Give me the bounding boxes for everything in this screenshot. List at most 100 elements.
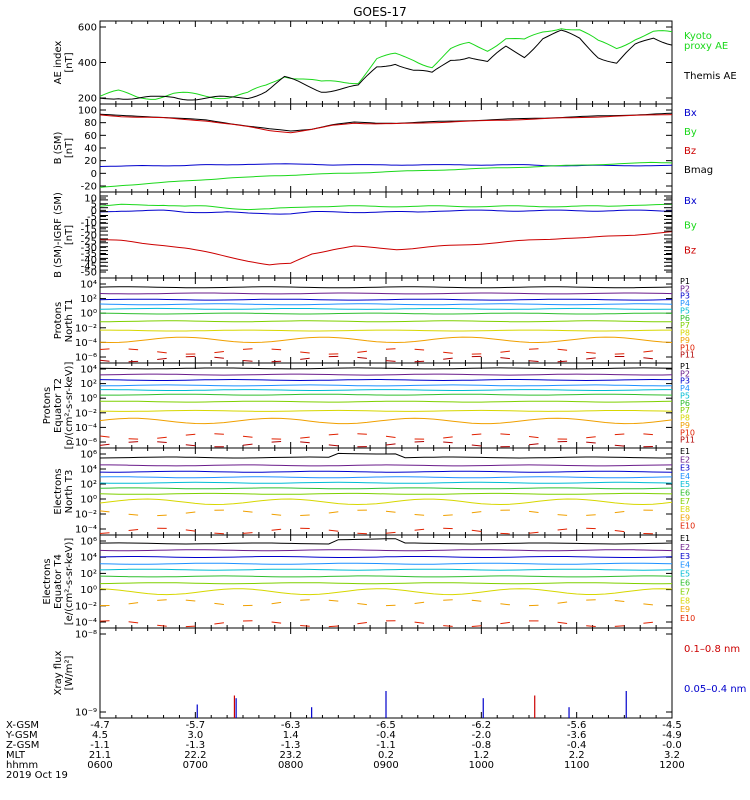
channel-label: E6 bbox=[680, 489, 690, 498]
channel-label: P9 bbox=[680, 336, 690, 345]
series-p4 bbox=[99, 303, 673, 306]
channel-label: P2 bbox=[680, 369, 690, 378]
channel-label: P9 bbox=[680, 421, 690, 430]
series-e9 bbox=[157, 599, 167, 601]
ephemeris-value: 22.2 bbox=[184, 750, 206, 761]
y-axis-label: North T3 bbox=[64, 470, 75, 514]
y-tick-label: -40 bbox=[81, 255, 97, 266]
series-p11 bbox=[99, 443, 110, 446]
series-e9 bbox=[357, 603, 367, 606]
y-tick-label: -45 bbox=[81, 261, 97, 272]
series-p10 bbox=[557, 348, 568, 351]
series-e9 bbox=[414, 514, 425, 516]
series-e9 bbox=[443, 514, 453, 516]
series-e6 bbox=[99, 575, 673, 578]
channel-label: P3 bbox=[680, 377, 690, 386]
channel-label: P6 bbox=[680, 399, 690, 408]
ephemeris-value: -4.9 bbox=[662, 730, 682, 741]
y-axis-label: Xray flux bbox=[53, 651, 64, 696]
series-e9 bbox=[300, 599, 310, 601]
series-p10 bbox=[614, 433, 625, 436]
ephemeris-value: 2.2 bbox=[569, 750, 585, 761]
series-p11 bbox=[357, 356, 367, 359]
channel-label: P1 bbox=[680, 362, 690, 371]
series-e10 bbox=[328, 529, 339, 532]
series-e1 bbox=[99, 538, 673, 545]
series-e9 bbox=[586, 514, 596, 516]
series-p10 bbox=[214, 351, 224, 354]
series-e9 bbox=[128, 513, 139, 516]
y-tick-label: 10⁻⁶ bbox=[75, 438, 97, 449]
series-p11 bbox=[328, 444, 339, 447]
series-e9 bbox=[214, 602, 224, 605]
ephemeris-value: -4.5 bbox=[662, 720, 682, 731]
y-tick-label: 600 bbox=[78, 23, 97, 34]
legend-label: 0.1–0.8 nm bbox=[684, 644, 740, 655]
series-e9 bbox=[271, 513, 282, 516]
series-p10 bbox=[185, 433, 196, 436]
y-tick-label: 10⁻² bbox=[75, 510, 97, 521]
series-p11 bbox=[385, 443, 396, 446]
ephemeris-value: -0.0 bbox=[662, 740, 682, 751]
series-e10 bbox=[328, 625, 339, 628]
series-p11 bbox=[242, 360, 253, 362]
y-tick-label: 10 bbox=[84, 194, 97, 205]
legend-label: 0.05–0.4 nm bbox=[684, 684, 746, 695]
series-e9 bbox=[614, 511, 625, 514]
series-e4 bbox=[99, 476, 673, 479]
y-tick-label: -20 bbox=[81, 231, 97, 242]
series-p10 bbox=[528, 436, 539, 439]
y-tick-label: -20 bbox=[81, 182, 97, 193]
channel-label: E1 bbox=[680, 534, 690, 543]
channel-label: P4 bbox=[680, 299, 690, 308]
y-tick-label: 10⁰ bbox=[80, 394, 97, 405]
series-p10 bbox=[99, 435, 110, 438]
series-bz bbox=[99, 231, 673, 266]
series-e9 bbox=[414, 601, 425, 604]
y-tick-label: 10² bbox=[80, 480, 97, 491]
series-p10 bbox=[157, 351, 167, 354]
panel-ee: 10⁶ 10⁴ 10² 10⁰ 10⁻² 10⁻⁴ Electrons Equator T4[… bbox=[42, 534, 695, 629]
legend-label: Bmag bbox=[684, 165, 713, 176]
series-e10 bbox=[443, 625, 453, 627]
y-tick-label: 20 bbox=[84, 156, 97, 167]
series-e9 bbox=[471, 599, 482, 602]
series-p11 bbox=[614, 444, 625, 447]
legend-label: Bz bbox=[684, 146, 696, 157]
series-e9 bbox=[99, 510, 110, 513]
channel-label: E8 bbox=[680, 596, 690, 605]
series-p10 bbox=[500, 433, 510, 435]
y-tick-label: -15 bbox=[81, 224, 97, 235]
channel-label: E10 bbox=[680, 522, 695, 531]
y-tick-label: 10⁻⁴ bbox=[75, 423, 97, 434]
series-p10 bbox=[328, 433, 339, 436]
channel-label: E3 bbox=[680, 464, 690, 473]
y-tick-label: 60 bbox=[84, 131, 97, 142]
series-p10 bbox=[385, 435, 396, 438]
series-p10 bbox=[385, 348, 396, 350]
series-p10 bbox=[414, 348, 425, 351]
ephemeris-value: 3.2 bbox=[664, 750, 680, 761]
series-p10 bbox=[643, 433, 653, 436]
series-p10 bbox=[643, 350, 653, 353]
ephemeris-value: 0600 bbox=[87, 760, 112, 771]
series-p11 bbox=[586, 357, 596, 360]
series-e9 bbox=[528, 510, 539, 513]
y-tick-label: 100 bbox=[78, 106, 97, 117]
series-e8 bbox=[99, 498, 673, 506]
y-axis-label: B (SM)-IGRF (SM) bbox=[53, 192, 64, 278]
series-p10 bbox=[357, 350, 367, 353]
series-p11 bbox=[528, 443, 539, 446]
series-e10 bbox=[242, 532, 253, 534]
series-p11 bbox=[586, 441, 596, 444]
legend-label: Bx bbox=[684, 108, 697, 119]
series-e10 bbox=[357, 622, 367, 625]
series-e10 bbox=[414, 528, 425, 531]
series-e10 bbox=[586, 625, 596, 627]
channel-label: E8 bbox=[680, 505, 690, 514]
channel-label: P5 bbox=[680, 306, 690, 315]
legend-label: By bbox=[684, 127, 697, 138]
series-p10 bbox=[500, 350, 510, 353]
ephemeris-value: 23.2 bbox=[280, 750, 302, 761]
